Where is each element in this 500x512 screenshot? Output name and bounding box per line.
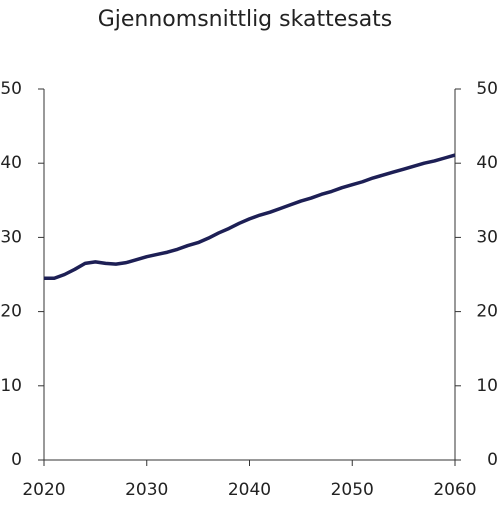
x-tick-label: 2050 bbox=[331, 480, 374, 500]
y-tick-label: 0 bbox=[11, 450, 22, 470]
x-tick-label: 2060 bbox=[433, 480, 476, 500]
y2-tick-label: 40 bbox=[476, 153, 498, 173]
y2-tick-label: 50 bbox=[476, 79, 498, 99]
x-tick-label: 2030 bbox=[125, 480, 168, 500]
line-series bbox=[44, 153, 456, 280]
chart-title: Gjennomsnittlig skattesats bbox=[98, 7, 393, 32]
x-tick-label: 2020 bbox=[22, 480, 65, 500]
y2-tick-label: 30 bbox=[476, 227, 498, 247]
y-tick-label: 10 bbox=[0, 376, 22, 396]
y2-tick-label: 10 bbox=[476, 376, 498, 396]
y-tick-label: 50 bbox=[0, 79, 22, 99]
y-tick-label: 40 bbox=[0, 153, 22, 173]
x-tick-label: 2040 bbox=[228, 480, 271, 500]
y-tick-label: 30 bbox=[0, 227, 22, 247]
y-tick-label: 20 bbox=[0, 302, 22, 322]
y2-tick-label: 20 bbox=[476, 302, 498, 322]
y2-tick-label: 0 bbox=[487, 450, 498, 470]
